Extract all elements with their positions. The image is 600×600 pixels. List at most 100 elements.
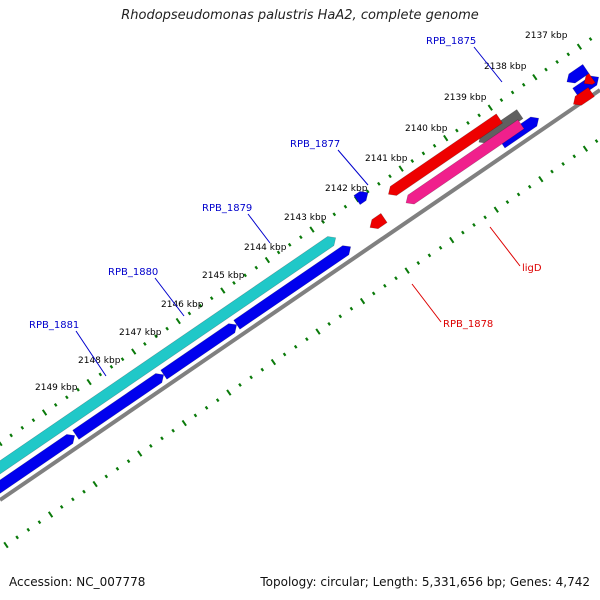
inner-tick xyxy=(71,497,75,502)
outer-tick xyxy=(321,220,325,224)
gene-red xyxy=(388,113,503,196)
outer-tick xyxy=(254,265,259,270)
outer-tick xyxy=(41,409,48,416)
gene-blue xyxy=(72,373,165,440)
inner-tick xyxy=(516,192,521,197)
outer-tick xyxy=(532,73,538,81)
inner-tick xyxy=(550,169,554,174)
outer-tick xyxy=(421,151,426,156)
outer-tick xyxy=(443,134,449,142)
inner-tick xyxy=(461,230,465,235)
outer-tick xyxy=(109,364,114,369)
inner-tick xyxy=(472,222,476,227)
inner-tick xyxy=(416,261,421,265)
gene-label-leaders xyxy=(75,46,521,377)
inner-tick xyxy=(104,474,109,479)
inner-tick xyxy=(26,527,31,532)
gene-blue xyxy=(353,191,369,206)
outer-tick xyxy=(20,425,25,430)
outer-tick xyxy=(544,67,548,72)
inner-tick xyxy=(572,154,577,159)
inner-tick xyxy=(594,139,599,143)
outer-tick xyxy=(343,204,348,209)
inner-tick xyxy=(349,306,354,311)
gene-label-leader xyxy=(247,213,271,244)
inner-tick xyxy=(371,291,376,296)
tick-label: 2138 kbp xyxy=(484,62,527,72)
inner-tick xyxy=(527,184,532,189)
outer-tick xyxy=(232,281,236,285)
inner-tick xyxy=(315,328,321,335)
gene-label: RPB_1878 xyxy=(443,319,493,330)
outer-tick xyxy=(499,98,504,102)
inner-tick xyxy=(160,436,164,441)
gene-label-leader xyxy=(473,46,503,83)
inner-tick xyxy=(181,419,187,427)
outer-tick xyxy=(131,348,137,355)
outer-tick xyxy=(555,59,559,64)
inner-tick xyxy=(171,428,175,433)
gene-red xyxy=(369,212,388,230)
gene-label: ligD xyxy=(522,263,542,274)
gene-labels: RPB_1875 RPB_1877 RPB_1879 RPB_1880 RPB_1881… xyxy=(29,36,542,331)
inner-tick xyxy=(582,145,589,152)
inner-tick xyxy=(561,161,565,166)
outer-tick xyxy=(287,242,292,247)
gene-blue xyxy=(160,323,238,380)
outer-tick xyxy=(120,357,125,362)
inner-tick xyxy=(149,443,153,448)
outer-tick xyxy=(220,287,226,294)
inner-tick xyxy=(505,200,510,204)
tick-label: 2140 kbp xyxy=(405,124,448,134)
inner-tick xyxy=(449,236,455,244)
inner-tick xyxy=(427,253,432,258)
inner-tick xyxy=(338,314,343,319)
gene-blue xyxy=(566,63,590,84)
gene-label: RPB_1880 xyxy=(108,267,158,278)
inner-tick xyxy=(383,283,387,288)
inner-tick xyxy=(15,535,19,540)
gene-blue xyxy=(233,245,352,330)
gene-label-leader xyxy=(489,226,521,267)
gene-red xyxy=(573,86,595,106)
outer-tick xyxy=(309,226,315,233)
outer-tick xyxy=(566,52,571,57)
outer-tick xyxy=(198,303,203,308)
outer-tick xyxy=(154,334,158,339)
inner-tick xyxy=(37,520,42,525)
outer-tick xyxy=(299,235,303,240)
inner-tick xyxy=(538,175,544,183)
outer-tick xyxy=(276,250,281,255)
outer-tick xyxy=(388,174,392,179)
outer-tick xyxy=(98,372,103,377)
inner-tick xyxy=(249,375,253,380)
inner-tick xyxy=(327,322,331,326)
tick-label: 2149 kbp xyxy=(35,383,78,393)
inner-tick xyxy=(394,276,398,281)
inner-tick xyxy=(493,206,499,213)
inner-tick xyxy=(270,358,277,366)
inner-tick xyxy=(226,389,232,396)
gene-label: RPB_1879 xyxy=(202,203,252,214)
outer-tick xyxy=(243,273,247,278)
outer-tick xyxy=(432,143,437,148)
outer-tick xyxy=(0,441,3,447)
inner-tick xyxy=(215,398,220,403)
inner-tick xyxy=(359,297,366,305)
outer-tick xyxy=(332,212,337,217)
gene-red xyxy=(583,73,596,85)
outer-tick xyxy=(521,82,526,87)
inner-tick xyxy=(438,245,443,250)
tick-label: 2141 kbp xyxy=(365,154,408,164)
inner-tick xyxy=(82,489,86,494)
tick-label: 2142 kbp xyxy=(325,184,368,194)
outer-tick xyxy=(86,378,92,386)
outer-tick xyxy=(398,165,404,172)
inner-tick xyxy=(293,344,298,349)
outer-tick xyxy=(65,395,69,400)
gene-blue xyxy=(0,434,76,494)
tick-label: 2146 kbp xyxy=(161,300,204,310)
inner-tick xyxy=(404,267,410,274)
inner-tick xyxy=(238,383,242,387)
outer-tick xyxy=(165,326,169,331)
